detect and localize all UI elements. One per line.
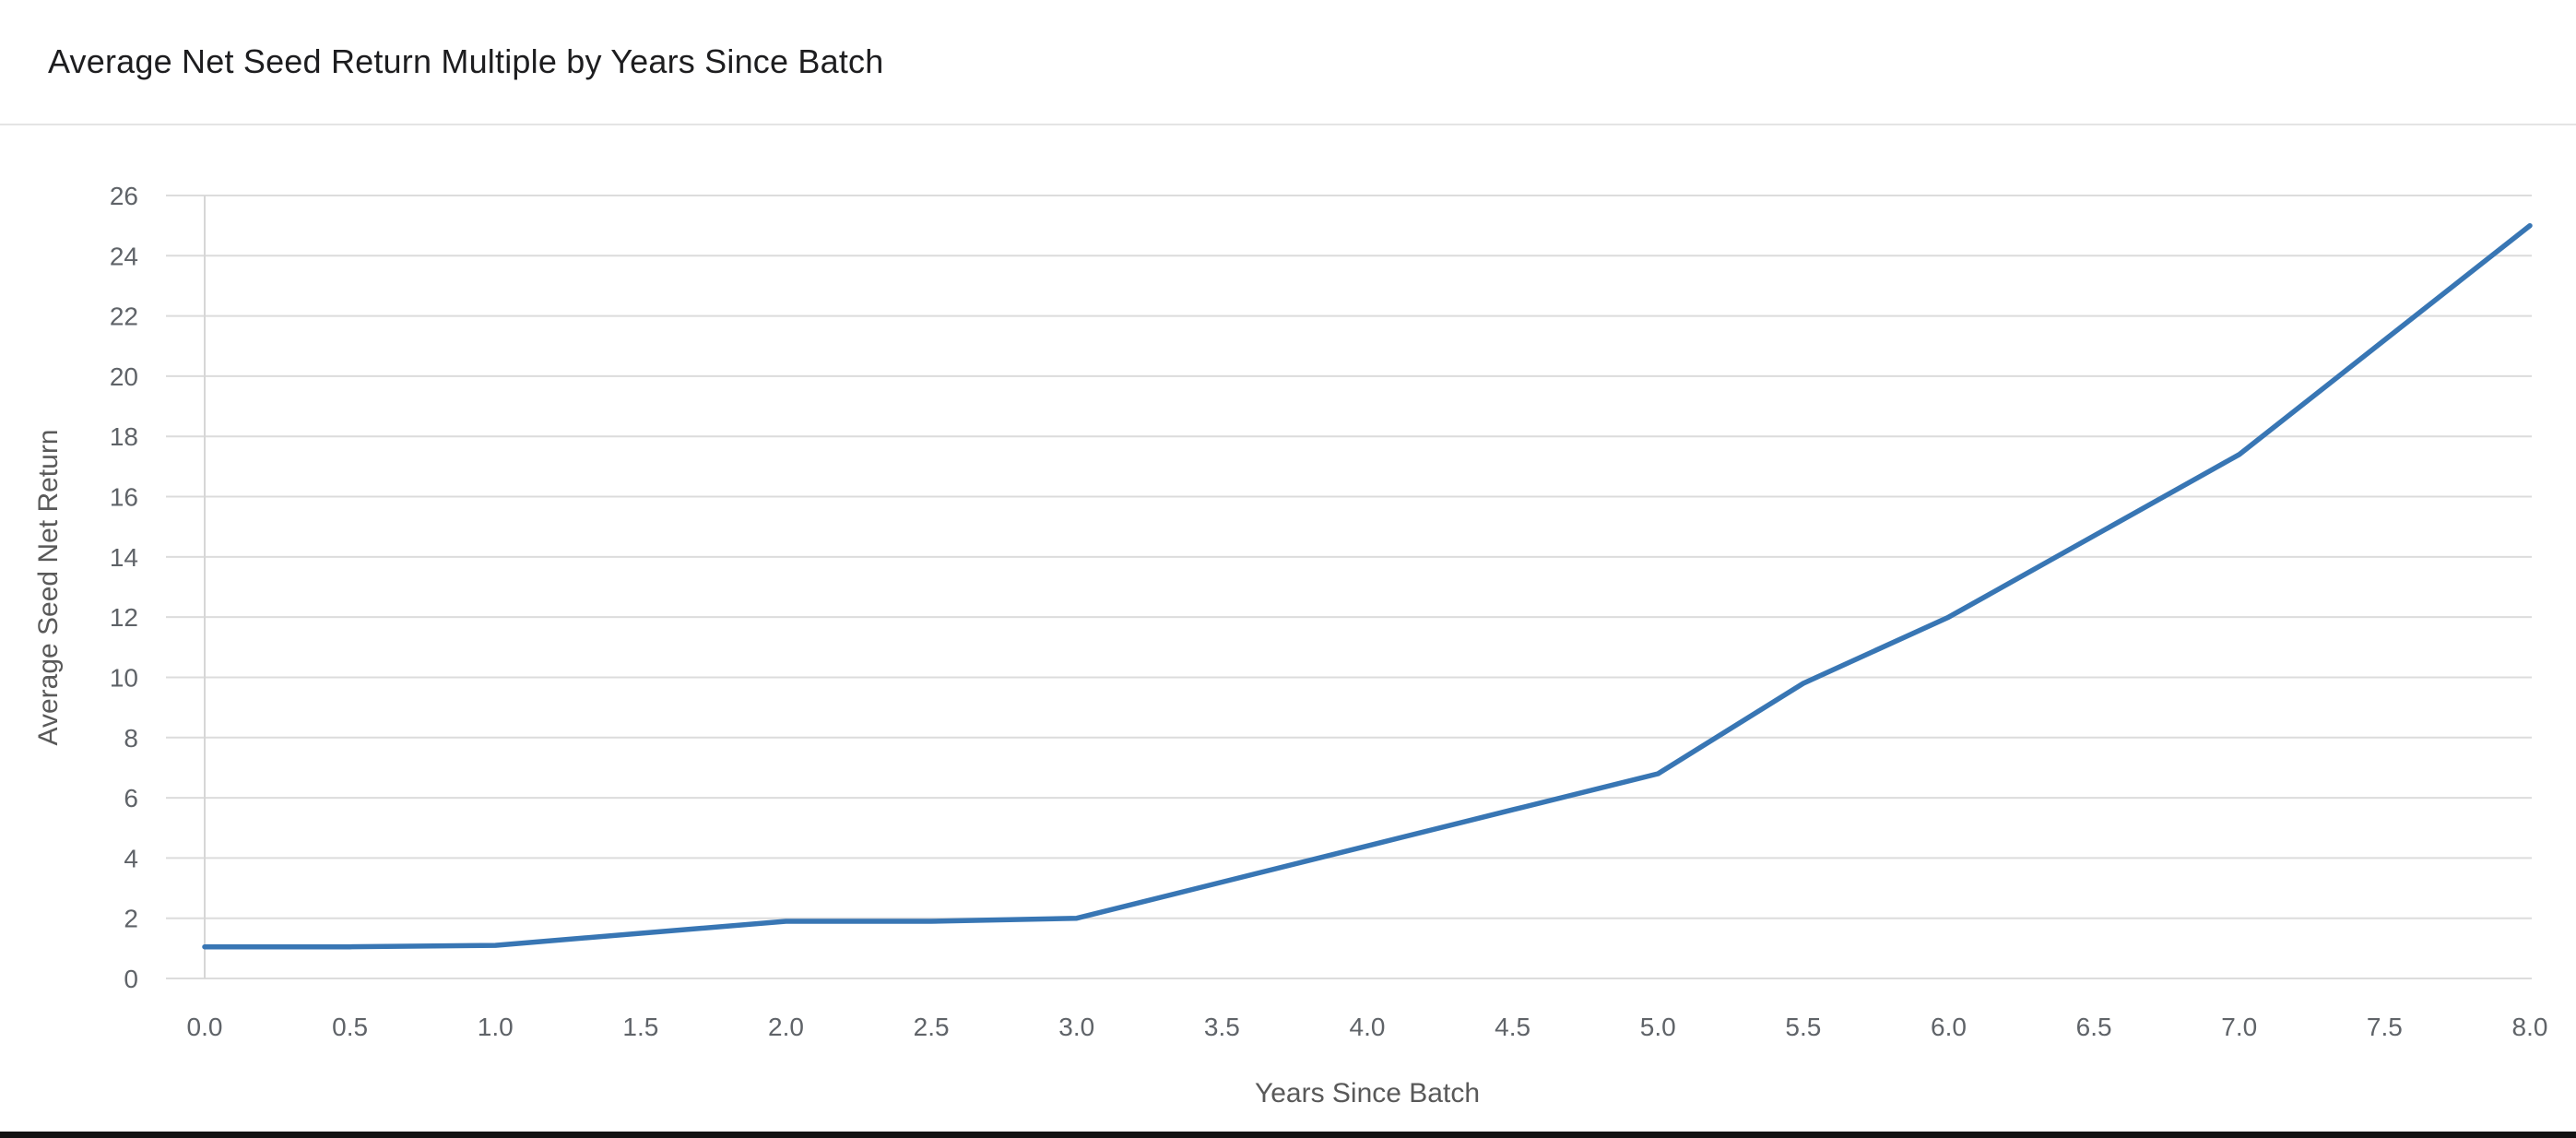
x-tick-label-6.5: 6.5 bbox=[2076, 1013, 2112, 1041]
chart-title: Average Net Seed Return Multiple by Year… bbox=[48, 42, 884, 80]
y-tick-label-16: 16 bbox=[110, 483, 138, 512]
chart-header: Average Net Seed Return Multiple by Year… bbox=[0, 0, 2576, 125]
x-tick-label-8.0: 8.0 bbox=[2512, 1013, 2548, 1041]
y-tick-label-4: 4 bbox=[124, 844, 138, 872]
x-tick-label-0.0: 0.0 bbox=[187, 1013, 223, 1041]
y-tick-label-26: 26 bbox=[110, 182, 138, 210]
series-line-average-seed-net-return bbox=[202, 222, 2533, 950]
x-tick-label-2.5: 2.5 bbox=[914, 1013, 950, 1041]
y-tick-label-12: 12 bbox=[110, 603, 138, 632]
window-bottom-edge bbox=[0, 1132, 2576, 1138]
x-tick-labels-group: 0.0 0.5 1.0 1.5 2.0 2.5 3.0 3.5 4.0 4.5 5.0 5.5 6.0 6… bbox=[187, 1013, 2548, 1041]
x-tick-label-0.5: 0.5 bbox=[332, 1013, 368, 1041]
y-tick-label-0: 0 bbox=[124, 965, 138, 993]
x-tick-label-1.5: 1.5 bbox=[622, 1013, 658, 1041]
x-tick-label-1.0: 1.0 bbox=[478, 1013, 514, 1041]
x-tick-label-6.0: 6.0 bbox=[1931, 1013, 1967, 1041]
x-tick-label-5.0: 5.0 bbox=[1640, 1013, 1676, 1041]
x-tick-label-3.0: 3.0 bbox=[1058, 1013, 1094, 1041]
x-tick-label-7.0: 7.0 bbox=[2221, 1013, 2257, 1041]
x-tick-label-2.0: 2.0 bbox=[768, 1013, 804, 1041]
x-tick-label-3.5: 3.5 bbox=[1204, 1013, 1240, 1041]
x-axis-title: Years Since Batch bbox=[1255, 1078, 1480, 1108]
x-tick-label-7.5: 7.5 bbox=[2367, 1013, 2403, 1041]
gridlines-group bbox=[166, 195, 2532, 979]
chart-region: 0 2 4 6 8 10 12 14 16 18 20 22 24 26 0.0 0.5 1.0 1.5 2.0 2… bbox=[0, 126, 2576, 1132]
y-tick-label-22: 22 bbox=[110, 302, 138, 331]
y-tick-label-8: 8 bbox=[124, 724, 138, 753]
x-tick-label-4.0: 4.0 bbox=[1350, 1013, 1386, 1041]
y-tick-label-10: 10 bbox=[110, 663, 138, 692]
y-tick-label-14: 14 bbox=[110, 543, 138, 572]
y-tick-label-20: 20 bbox=[110, 362, 138, 391]
x-tick-label-5.5: 5.5 bbox=[1785, 1013, 1821, 1041]
y-tick-label-6: 6 bbox=[124, 784, 138, 812]
series-group bbox=[202, 222, 2533, 950]
y-axis-title: Average Seed Net Return bbox=[33, 430, 64, 746]
y-tick-label-18: 18 bbox=[110, 422, 138, 451]
y-tick-label-2: 2 bbox=[124, 905, 138, 933]
y-tick-label-24: 24 bbox=[110, 242, 138, 270]
x-tick-label-4.5: 4.5 bbox=[1495, 1013, 1530, 1041]
